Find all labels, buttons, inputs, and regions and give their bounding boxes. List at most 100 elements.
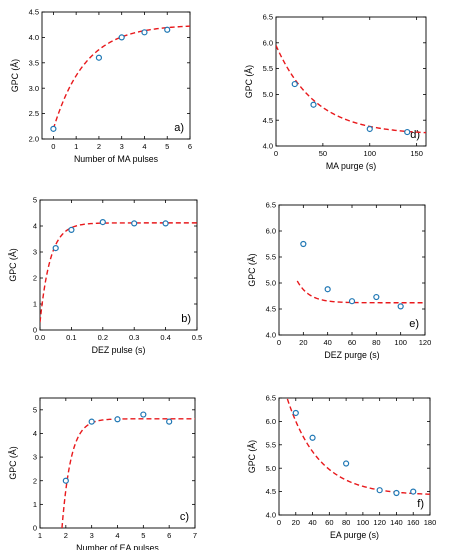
x-axis-label: EA purge (s) <box>330 530 379 540</box>
y-axis-label: GPC (Å) <box>247 253 257 286</box>
x-axis-label: Number of EA pulses <box>76 543 159 550</box>
y-tick-label: 0 <box>33 326 37 335</box>
chart-panel-a: 0 1 2 3 4 5 6 2.0 2.5 3.0 3.5 4.0 4.5 Number of MA pu… <box>10 8 192 164</box>
y-tick-label: 5 <box>33 196 37 205</box>
y-tick-label: 0 <box>33 524 37 533</box>
y-tick-label: 3 <box>33 248 37 257</box>
panel-label: b) <box>181 313 191 325</box>
x-tick-label: 0 <box>277 518 281 527</box>
data-point <box>300 240 307 248</box>
y-tick-label: 6.5 <box>263 13 273 22</box>
x-tick-label: 4 <box>115 531 119 540</box>
x-tick-label: 4 <box>142 142 146 151</box>
x-tick-label: 80 <box>372 338 380 347</box>
x-tick-label: 0.1 <box>66 333 76 342</box>
chart-panel-f: 0 20 40 60 80 100 120 140 160 180 4.0 4.5 5.0 5.5 6.0 6… <box>247 394 436 540</box>
chart-panel-b: 0.0 0.1 0.2 0.3 0.4 0.5 0 1 2 3 4 5 DEZ pulse (s) GPC… <box>8 196 202 355</box>
data-point <box>118 34 125 41</box>
data-point <box>393 489 400 497</box>
y-tick-label: 1 <box>33 500 37 509</box>
y-axis-label: GPC (Å) <box>8 248 18 281</box>
y-tick-label: 4.5 <box>266 305 276 314</box>
y-tick-label: 5.5 <box>266 440 276 449</box>
x-tick-label: 0 <box>277 338 281 347</box>
panel-label: f) <box>417 498 424 510</box>
x-axis-label: MA purge (s) <box>326 161 376 171</box>
plot-frame <box>39 199 198 331</box>
x-tick-label: 60 <box>325 518 333 527</box>
x-tick-label: 20 <box>292 518 300 527</box>
y-tick-label: 4.5 <box>266 487 276 496</box>
y-tick-label: 6.0 <box>263 38 273 47</box>
fit-curve <box>286 398 430 495</box>
data-point <box>292 409 299 417</box>
x-tick-label: 20 <box>299 338 307 347</box>
y-tick-label: 5.0 <box>266 279 276 288</box>
data-point <box>376 487 383 494</box>
y-tick-label: 4.0 <box>29 33 39 42</box>
y-tick-label: 2 <box>33 274 37 283</box>
x-tick-label: 3 <box>120 142 124 151</box>
y-tick-label: 5.0 <box>266 464 276 473</box>
data-point <box>162 220 169 227</box>
y-axis-label: GPC (Å) <box>10 59 20 92</box>
data-point <box>309 434 316 441</box>
x-tick-label: 40 <box>323 338 331 347</box>
x-tick-label: 6 <box>188 142 192 151</box>
x-tick-label: 3 <box>90 531 94 540</box>
fit-curve <box>296 280 425 304</box>
x-tick-label: 2 <box>97 142 101 151</box>
y-tick-label: 6.0 <box>266 227 276 236</box>
x-tick-label: 1 <box>74 142 78 151</box>
x-tick-label: 6 <box>167 531 171 540</box>
y-tick-label: 6.0 <box>266 417 276 426</box>
y-tick-label: 5 <box>33 405 37 414</box>
x-tick-label: 0.3 <box>129 333 139 342</box>
y-tick-label: 6.5 <box>266 394 276 403</box>
y-tick-label: 3 <box>33 453 37 462</box>
data-point <box>52 245 59 252</box>
data-point <box>343 460 350 467</box>
x-tick-label: 120 <box>373 518 386 527</box>
y-tick-label: 4 <box>33 222 37 231</box>
x-tick-label: 0.2 <box>98 333 108 342</box>
y-tick-label: 4.0 <box>263 142 273 151</box>
x-tick-label: 80 <box>342 518 350 527</box>
x-tick-label: 100 <box>394 338 407 347</box>
data-point <box>88 418 95 425</box>
x-tick-label: 0.5 <box>192 333 202 342</box>
data-point <box>131 220 138 227</box>
x-axis-label: DEZ purge (s) <box>324 350 379 360</box>
fit-curve <box>61 418 195 528</box>
x-tick-label: 120 <box>419 338 432 347</box>
panel-label: a) <box>174 122 184 134</box>
y-tick-label: 4.0 <box>266 511 276 520</box>
x-tick-label: 160 <box>407 518 420 527</box>
data-point <box>50 125 57 132</box>
x-tick-label: 60 <box>348 338 356 347</box>
data-point <box>164 26 171 33</box>
y-tick-label: 3.5 <box>29 58 39 67</box>
x-tick-label: 0.4 <box>160 333 170 342</box>
data-point <box>62 477 69 484</box>
x-tick-label: 7 <box>193 531 197 540</box>
y-tick-label: 2.5 <box>29 109 39 118</box>
data-point <box>324 286 331 293</box>
y-axis-label: GPC (Å) <box>244 65 254 98</box>
x-tick-label: 150 <box>410 149 423 158</box>
data-point <box>310 101 317 108</box>
y-tick-label: 5.5 <box>266 253 276 262</box>
x-tick-label: 5 <box>165 142 169 151</box>
plot-frame <box>275 16 427 147</box>
y-tick-label: 6.5 <box>266 201 276 210</box>
y-tick-label: 3.0 <box>29 84 39 93</box>
y-tick-label: 4 <box>33 429 37 438</box>
y-tick-label: 2.0 <box>29 135 39 144</box>
x-tick-label: 0 <box>51 142 55 151</box>
y-axis-label: GPC (Å) <box>247 440 257 473</box>
x-tick-label: 140 <box>390 518 403 527</box>
data-point <box>348 298 356 305</box>
x-tick-label: 0.0 <box>35 333 45 342</box>
